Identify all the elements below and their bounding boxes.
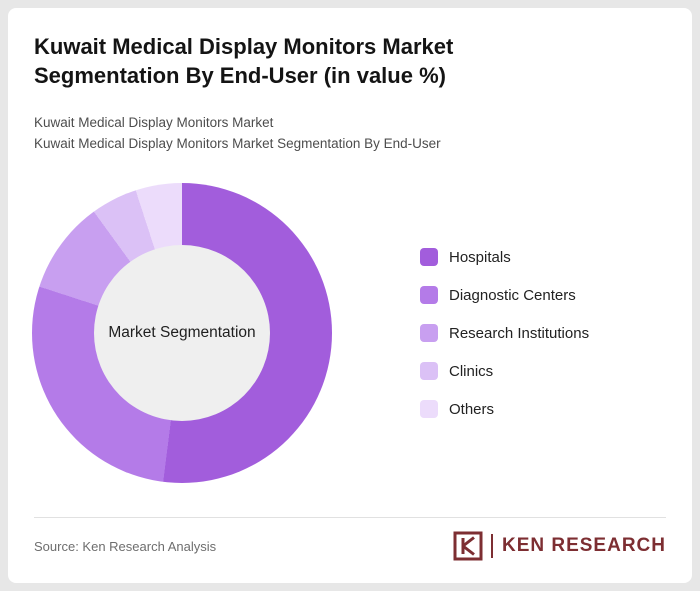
- legend-item-research-institutions: Research Institutions: [420, 324, 589, 342]
- legend-item-others: Others: [420, 400, 589, 418]
- chart-card: Kuwait Medical Display Monitors Market S…: [8, 8, 692, 583]
- legend-swatch-research-institutions: [420, 324, 438, 342]
- legend-swatch-hospitals: [420, 248, 438, 266]
- chart-subtitle-2: Kuwait Medical Display Monitors Market S…: [34, 136, 441, 151]
- legend-swatch-clinics: [420, 362, 438, 380]
- legend-swatch-others: [420, 400, 438, 418]
- legend-swatch-diagnostic-centers: [420, 286, 438, 304]
- donut-chart: Market Segmentation: [32, 183, 332, 483]
- ken-research-logo: KEN RESEARCH: [453, 531, 666, 561]
- footer: Source: Ken Research Analysis KEN RESEAR…: [34, 526, 666, 566]
- legend-item-diagnostic-centers: Diagnostic Centers: [420, 286, 589, 304]
- ken-research-k-icon: [453, 531, 483, 561]
- donut-center: Market Segmentation: [94, 245, 270, 421]
- logo-separator: [490, 534, 493, 558]
- legend-item-clinics: Clinics: [420, 362, 589, 380]
- chart-subtitle-1: Kuwait Medical Display Monitors Market: [34, 115, 274, 130]
- page-title: Kuwait Medical Display Monitors Market S…: [34, 34, 454, 89]
- legend-label-research-institutions: Research Institutions: [449, 324, 590, 342]
- legend-label-diagnostic-centers: Diagnostic Centers: [449, 286, 576, 304]
- legend-item-hospitals: Hospitals: [420, 248, 589, 266]
- chart-legend: Hospitals Diagnostic Centers Research In…: [420, 248, 589, 438]
- source-note: Source: Ken Research Analysis: [34, 538, 217, 554]
- logo-text: KEN RESEARCH: [501, 535, 666, 556]
- footer-divider: [34, 517, 666, 518]
- legend-label-others: Others: [449, 400, 495, 418]
- legend-label-clinics: Clinics: [449, 362, 494, 380]
- legend-label-hospitals: Hospitals: [449, 248, 511, 266]
- donut-center-label: Market Segmentation: [108, 324, 256, 341]
